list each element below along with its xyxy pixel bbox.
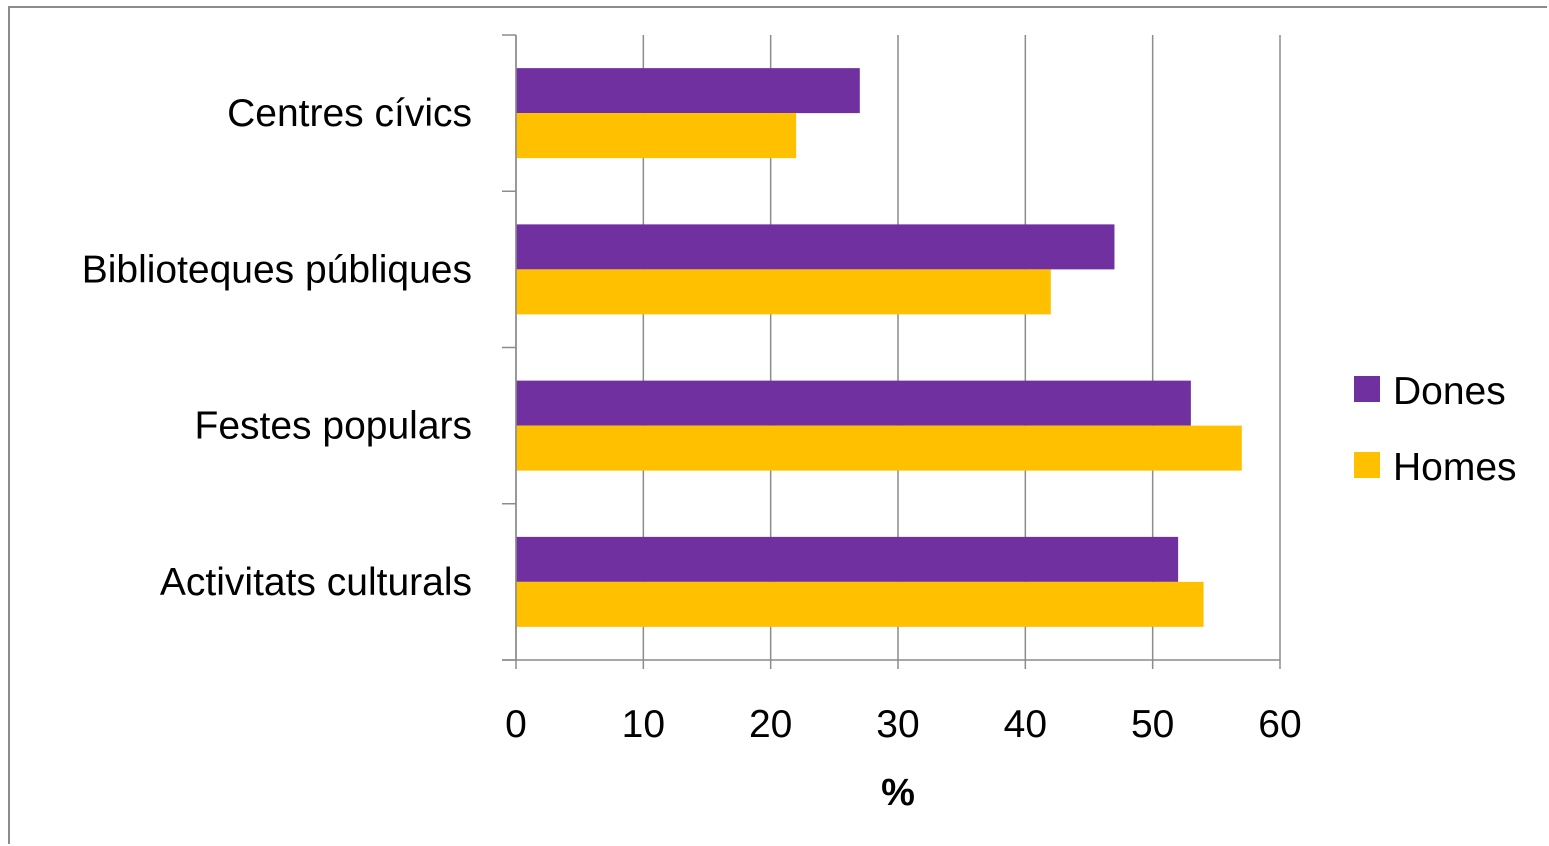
- legend-label-dones: Dones: [1393, 370, 1506, 413]
- x-tick-label: 40: [1004, 703, 1047, 746]
- bar-dones: [516, 68, 860, 114]
- bar-homes: [516, 581, 1204, 627]
- category-labels: Centres cívics Biblioteques públiques Fest…: [82, 92, 472, 604]
- x-tick-label: 30: [876, 703, 919, 746]
- bar-dones: [516, 380, 1191, 426]
- legend: Dones Homes: [1354, 370, 1517, 489]
- bars: [516, 68, 1242, 627]
- bar-dones: [516, 224, 1115, 270]
- category-label: Biblioteques públiques: [82, 248, 472, 291]
- x-axis-title: %: [881, 772, 915, 814]
- category-label: Activitats culturals: [160, 561, 472, 604]
- category-label: Festes populars: [195, 405, 472, 448]
- legend-label-homes: Homes: [1393, 446, 1517, 489]
- bar-homes: [516, 269, 1051, 315]
- bar-dones: [516, 536, 1179, 582]
- bar-homes: [516, 113, 797, 159]
- bar-homes: [516, 425, 1242, 471]
- x-tick-label: 60: [1258, 703, 1301, 746]
- x-tick-labels: 0 10 20 30 40 50 60: [505, 703, 1302, 746]
- x-tick-label: 20: [749, 703, 792, 746]
- legend-swatch-homes: [1354, 452, 1380, 478]
- axes: [502, 34, 1281, 669]
- x-tick-label: 10: [622, 703, 665, 746]
- legend-swatch-dones: [1354, 376, 1380, 402]
- x-tick-label: 50: [1131, 703, 1174, 746]
- x-tick-label: 0: [505, 703, 527, 746]
- category-label: Centres cívics: [227, 92, 472, 135]
